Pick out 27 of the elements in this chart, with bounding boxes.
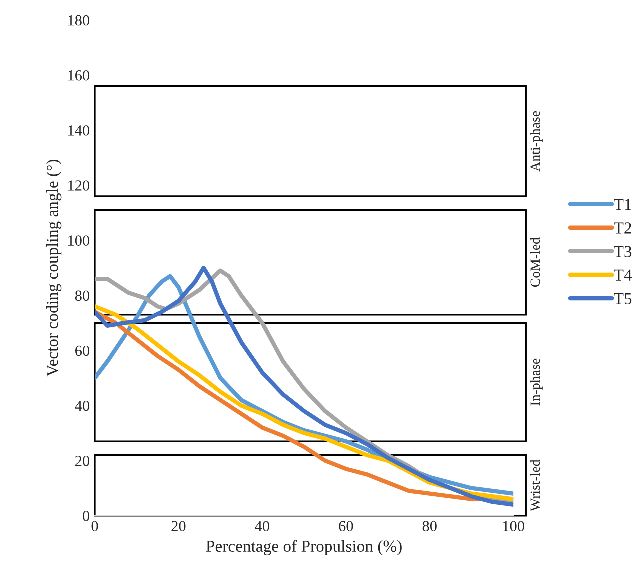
y-tick-label: 20 — [76, 456, 90, 466]
y-tick-label: 60 — [76, 346, 90, 356]
y-tick-label: 180 — [68, 15, 90, 26]
legend-label: T3 — [614, 246, 632, 258]
y-tick-label: 120 — [68, 180, 90, 191]
x-tick-label: 100 — [503, 521, 524, 532]
legend-label: T4 — [614, 270, 632, 281]
y-tick-label: 100 — [68, 236, 90, 246]
legend-label: T2 — [614, 222, 632, 234]
x-tick-label: 0 — [92, 521, 98, 532]
legend-label: T1 — [614, 199, 632, 210]
y-tick-label: 40 — [75, 400, 90, 412]
band-label: In-phase — [530, 358, 543, 406]
y-tick-label: 0 — [83, 511, 90, 522]
y-tick-label: 80 — [75, 290, 90, 302]
x-tick-label: 40 — [255, 521, 270, 532]
x-tick-label: 20 — [172, 521, 186, 532]
y-axis-title: Vector coding coupling angle (°) — [46, 160, 62, 377]
x-tick-label: 80 — [422, 521, 437, 532]
band-label: CoM-led — [530, 238, 540, 288]
legend-label: T5 — [614, 293, 632, 305]
y-tick-label: 140 — [68, 126, 90, 136]
band-label: Anti-phase — [530, 111, 543, 172]
x-tick-label: 60 — [339, 521, 354, 532]
y-tick-label: 160 — [68, 70, 90, 81]
x-axis-title: Percentage of Propulsion (%) — [206, 540, 402, 556]
band-label: Wrist-led — [530, 460, 540, 512]
